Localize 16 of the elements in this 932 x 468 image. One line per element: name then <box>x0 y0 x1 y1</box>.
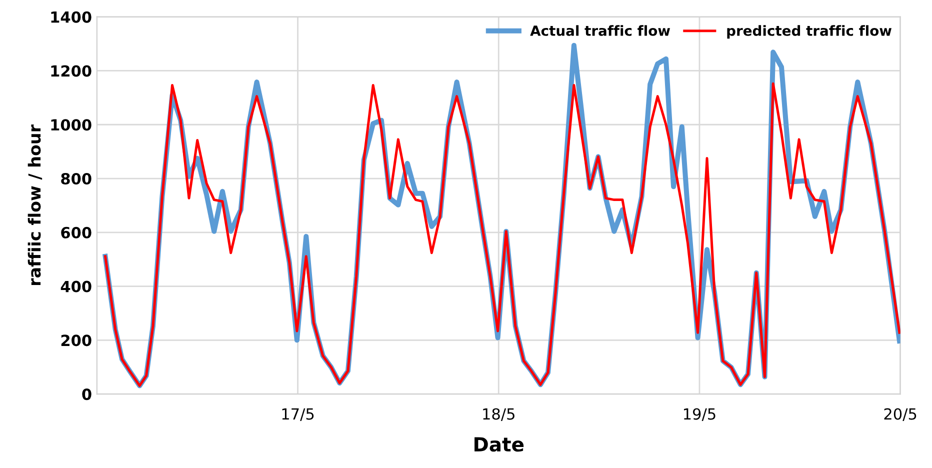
y-axis-title: raffiic flow / hour <box>28 124 42 286</box>
y-tick-label: 200 <box>61 334 92 346</box>
x-tick-label: 19/5 <box>684 408 716 421</box>
legend-label: predicted traffic flow <box>727 25 892 39</box>
legend-label: Actual traffic flow <box>530 25 670 36</box>
y-tick-label: 1000 <box>51 119 92 131</box>
y-tick-label: 1200 <box>51 65 92 77</box>
y-tick-label: 800 <box>61 172 92 185</box>
y-tick-label: 400 <box>60 280 92 292</box>
x-tick-label: 17/5 <box>282 408 314 421</box>
x-tick-label: 20/5 <box>884 408 916 421</box>
x-tick-label: 18/5 <box>483 408 514 421</box>
x-axis-title: Date <box>474 437 524 452</box>
y-tick-label: 1400 <box>51 11 92 23</box>
y-tick-label: 600 <box>61 226 92 238</box>
y-tick-label: 0 <box>82 388 92 400</box>
